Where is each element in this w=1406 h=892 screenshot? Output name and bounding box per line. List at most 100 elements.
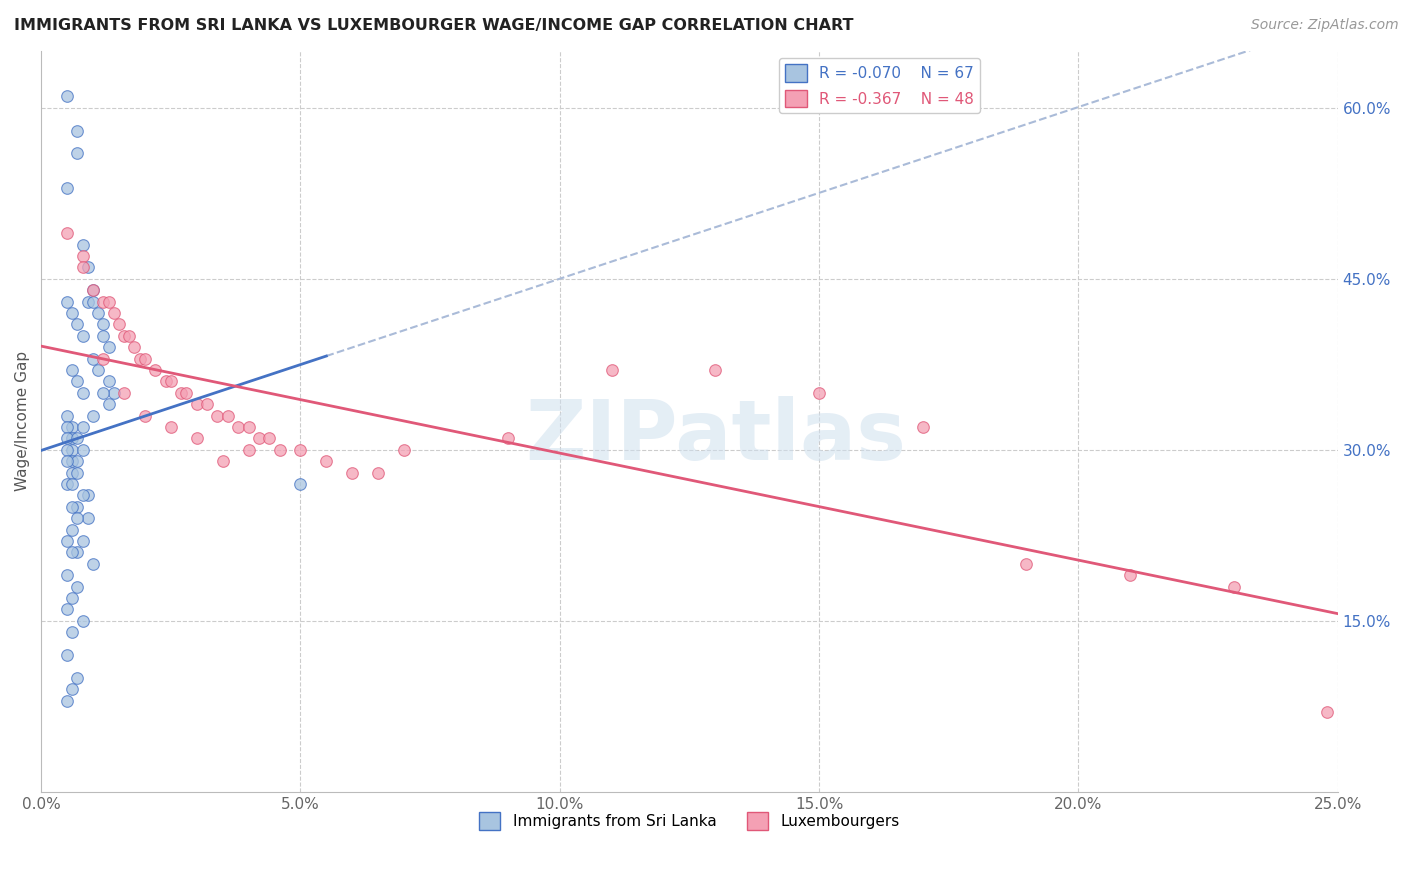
Point [159,375,181,389]
Point [56,294,79,309]
Point [66,580,89,594]
Point [82,294,104,309]
Point [60,682,83,697]
Point [82,351,104,366]
Point [207,409,229,423]
Point [808,385,831,400]
Point [56,432,79,446]
Point [290,477,312,491]
Point [72,249,94,263]
Point [159,420,181,434]
Point [315,454,337,468]
Point [238,442,260,457]
Point [66,123,89,137]
Point [66,671,89,685]
Point [911,420,934,434]
Point [82,557,104,571]
Point [72,420,94,434]
Point [367,466,389,480]
Point [170,385,193,400]
Point [1223,580,1246,594]
Point [1015,557,1038,571]
Point [134,351,156,366]
Point [124,340,146,354]
Point [72,237,94,252]
Point [496,432,519,446]
Point [155,375,177,389]
Point [226,420,249,434]
Point [56,602,79,616]
Point [76,260,98,275]
Point [56,694,79,708]
Point [66,432,89,446]
Point [93,351,115,366]
Point [97,294,120,309]
Point [66,375,89,389]
Point [93,318,115,332]
Point [1316,705,1339,719]
Point [56,648,79,662]
Point [82,283,104,297]
Point [176,385,198,400]
Point [56,409,79,423]
Point [342,466,364,480]
Point [82,409,104,423]
Point [72,534,94,549]
Point [66,454,89,468]
Point [128,351,150,366]
Point [60,625,83,640]
Point [66,146,89,161]
Point [217,409,239,423]
Point [195,397,218,411]
Point [103,385,125,400]
Point [238,420,260,434]
Point [72,614,94,628]
Point [82,283,104,297]
Point [247,432,270,446]
Point [56,534,79,549]
Point [112,385,135,400]
Point [134,409,156,423]
Point [112,328,135,343]
Point [97,375,120,389]
Point [97,397,120,411]
Point [60,466,83,480]
Point [93,385,115,400]
Point [108,318,131,332]
Point [56,420,79,434]
Point [186,432,208,446]
Point [60,306,83,320]
Point [269,442,291,457]
Point [392,442,415,457]
Point [72,385,94,400]
Point [56,180,79,194]
Point [56,442,79,457]
Text: IMMIGRANTS FROM SRI LANKA VS LUXEMBOURGER WAGE/INCOME GAP CORRELATION CHART: IMMIGRANTS FROM SRI LANKA VS LUXEMBOURGE… [14,18,853,33]
Point [60,477,83,491]
Point [143,363,166,377]
Point [72,328,94,343]
Point [60,420,83,434]
Point [87,363,110,377]
Point [72,488,94,502]
Point [60,523,83,537]
Point [60,591,83,606]
Point [76,488,98,502]
Point [60,545,83,559]
Point [60,454,83,468]
Point [72,260,94,275]
Text: ZIPatlas: ZIPatlas [524,396,905,476]
Point [704,363,727,377]
Point [66,511,89,525]
Point [186,397,208,411]
Point [118,328,141,343]
Point [1119,568,1142,582]
Point [56,568,79,582]
Point [93,328,115,343]
Point [56,477,79,491]
Point [97,340,120,354]
Point [66,318,89,332]
Point [76,511,98,525]
Point [600,363,623,377]
Point [259,432,281,446]
